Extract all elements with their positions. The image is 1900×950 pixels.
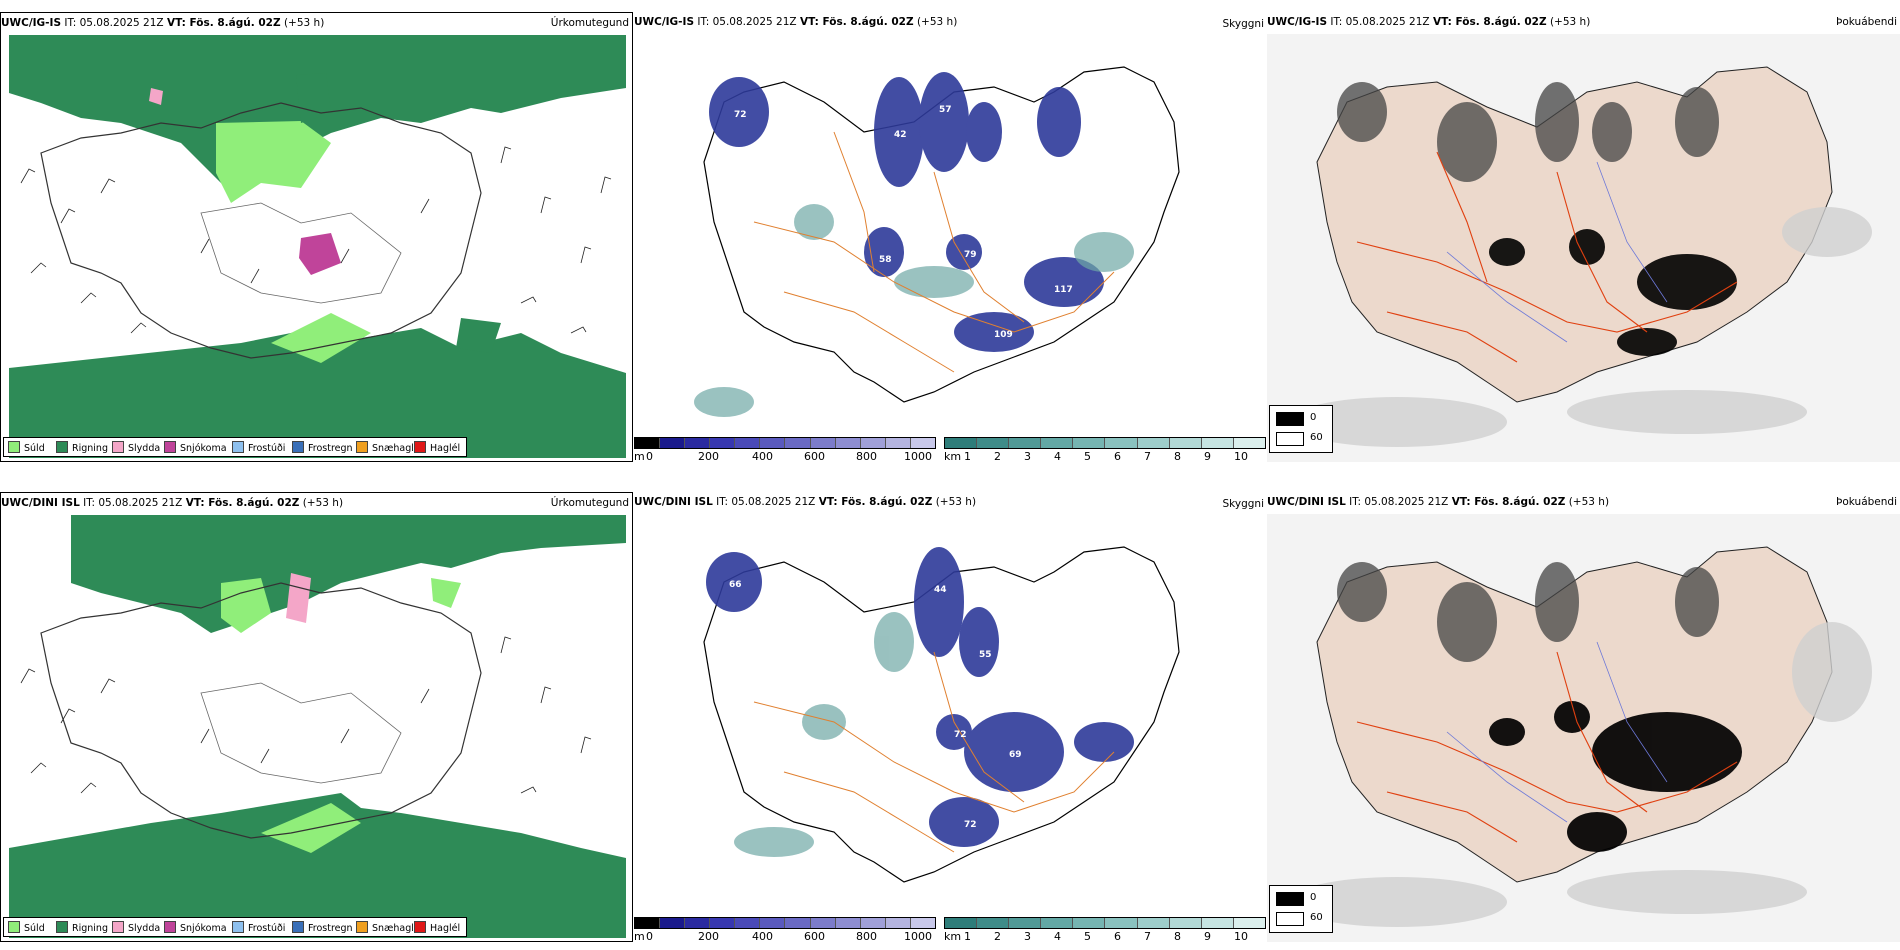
cloud-base-title: Skyggni xyxy=(1222,18,1265,30)
svg-text:72: 72 xyxy=(734,110,747,120)
legend-swatch xyxy=(164,441,176,453)
svg-text:44: 44 xyxy=(934,585,947,595)
svg-text:42: 42 xyxy=(894,130,907,140)
fog-panel-row2: UWC/DINI ISL IT: 05.08.2025 21Z VT: Fös.… xyxy=(1267,492,1900,942)
legend-item: Súld xyxy=(8,441,45,454)
model-label: UWC/IG-IS xyxy=(1,17,62,29)
panel-title-row1-precip: UWC/IG-IS IT: 05.08.2025 21Z VT: Fös. 8.… xyxy=(1,17,324,29)
panel-title-row2-cloud: UWC/DINI ISL IT: 05.08.2025 21Z VT: Fös.… xyxy=(634,496,977,508)
fog-map-row2 xyxy=(1267,514,1900,942)
panel-title-row2-fog: UWC/DINI ISL IT: 05.08.2025 21Z VT: Fös.… xyxy=(1267,496,1610,508)
fog-panel-row1: UWC/IG-IS IT: 05.08.2025 21Z VT: Fös. 8.… xyxy=(1267,12,1900,462)
precip-legend-row2: Súld Rigning Slydda Snjókoma Frostúði Fr… xyxy=(3,917,467,937)
legend-swatch xyxy=(56,441,68,453)
visibility-unit: km xyxy=(944,450,962,462)
legend-item: Frostregn xyxy=(292,441,353,454)
legend-item: Frostúði xyxy=(232,441,285,454)
fog-key-swatch-dark xyxy=(1276,412,1304,426)
legend-item: Snæhagl xyxy=(356,441,414,454)
cloud-base-map: 72 42 57 79 58 117 109 xyxy=(694,66,1180,417)
cloud-base-labels: 72 42 57 79 58 117 109 xyxy=(734,105,1073,340)
svg-text:69: 69 xyxy=(1009,750,1022,760)
legend-swatch xyxy=(292,441,304,453)
init-time: IT: 05.08.2025 21Z xyxy=(61,17,167,29)
panel-title-row1-fog: UWC/IG-IS IT: 05.08.2025 21Z VT: Fös. 8.… xyxy=(1267,16,1591,28)
precip-type-map xyxy=(9,35,626,458)
valid-time: VT: Fös. 8.ágú. 02Z xyxy=(166,17,281,29)
elevation-unit: m xyxy=(634,450,645,462)
legend-swatch xyxy=(232,441,244,453)
panel-title-row1-cloud: UWC/IG-IS IT: 05.08.2025 21Z VT: Fös. 8.… xyxy=(634,16,958,28)
fog-map xyxy=(1267,34,1900,462)
precip-type-title: Úrkomutegund xyxy=(550,17,629,29)
cloud-base-panel-row2: UWC/DINI ISL IT: 05.08.2025 21Z VT: Fös.… xyxy=(634,492,1267,942)
precip-type-map-row2 xyxy=(9,515,626,938)
cloud-base-panel-row1: UWC/IG-IS IT: 05.08.2025 21Z VT: Fös. 8.… xyxy=(634,12,1267,462)
svg-text:109: 109 xyxy=(994,330,1013,340)
visibility-colorbar xyxy=(944,437,1266,449)
fog-key-swatch-light xyxy=(1276,432,1304,446)
legend-swatch xyxy=(112,441,124,453)
svg-text:72: 72 xyxy=(954,730,967,740)
precip-type-panel-row2: UWC/DINI ISL IT: 05.08.2025 21Z VT: Fös.… xyxy=(0,492,633,942)
svg-text:55: 55 xyxy=(979,650,992,660)
wind-barbs xyxy=(20,146,612,334)
cloud-base-map-row2: 66 44 55 72 69 72 xyxy=(703,546,1180,883)
legend-item: Rigning xyxy=(56,441,108,454)
precip-legend: Súld Rigning Slydda Snjókoma Frostúði Fr… xyxy=(3,437,467,457)
svg-text:72: 72 xyxy=(964,820,977,830)
panel-title-row2-precip: UWC/DINI ISL IT: 05.08.2025 21Z VT: Fös.… xyxy=(1,497,344,509)
lead-time: (+53 h) xyxy=(280,17,325,29)
precip-type-panel-row1: UWC/IG-IS IT: 05.08.2025 21Z VT: Fös. 8.… xyxy=(0,12,633,462)
legend-swatch xyxy=(8,441,20,453)
svg-text:117: 117 xyxy=(1054,285,1073,295)
legend-swatch xyxy=(356,441,368,453)
fog-title: Þokuábendi xyxy=(1836,16,1897,28)
svg-text:57: 57 xyxy=(939,105,952,115)
svg-text:58: 58 xyxy=(879,255,892,265)
fog-key: 0 60 xyxy=(1269,405,1333,453)
legend-swatch xyxy=(414,441,426,453)
svg-text:66: 66 xyxy=(729,580,742,590)
elevation-colorbar xyxy=(634,437,936,449)
svg-text:79: 79 xyxy=(964,250,977,260)
legend-item: Snjókoma xyxy=(164,441,227,454)
legend-item: Haglél xyxy=(414,441,460,454)
legend-item: Slydda xyxy=(112,441,160,454)
